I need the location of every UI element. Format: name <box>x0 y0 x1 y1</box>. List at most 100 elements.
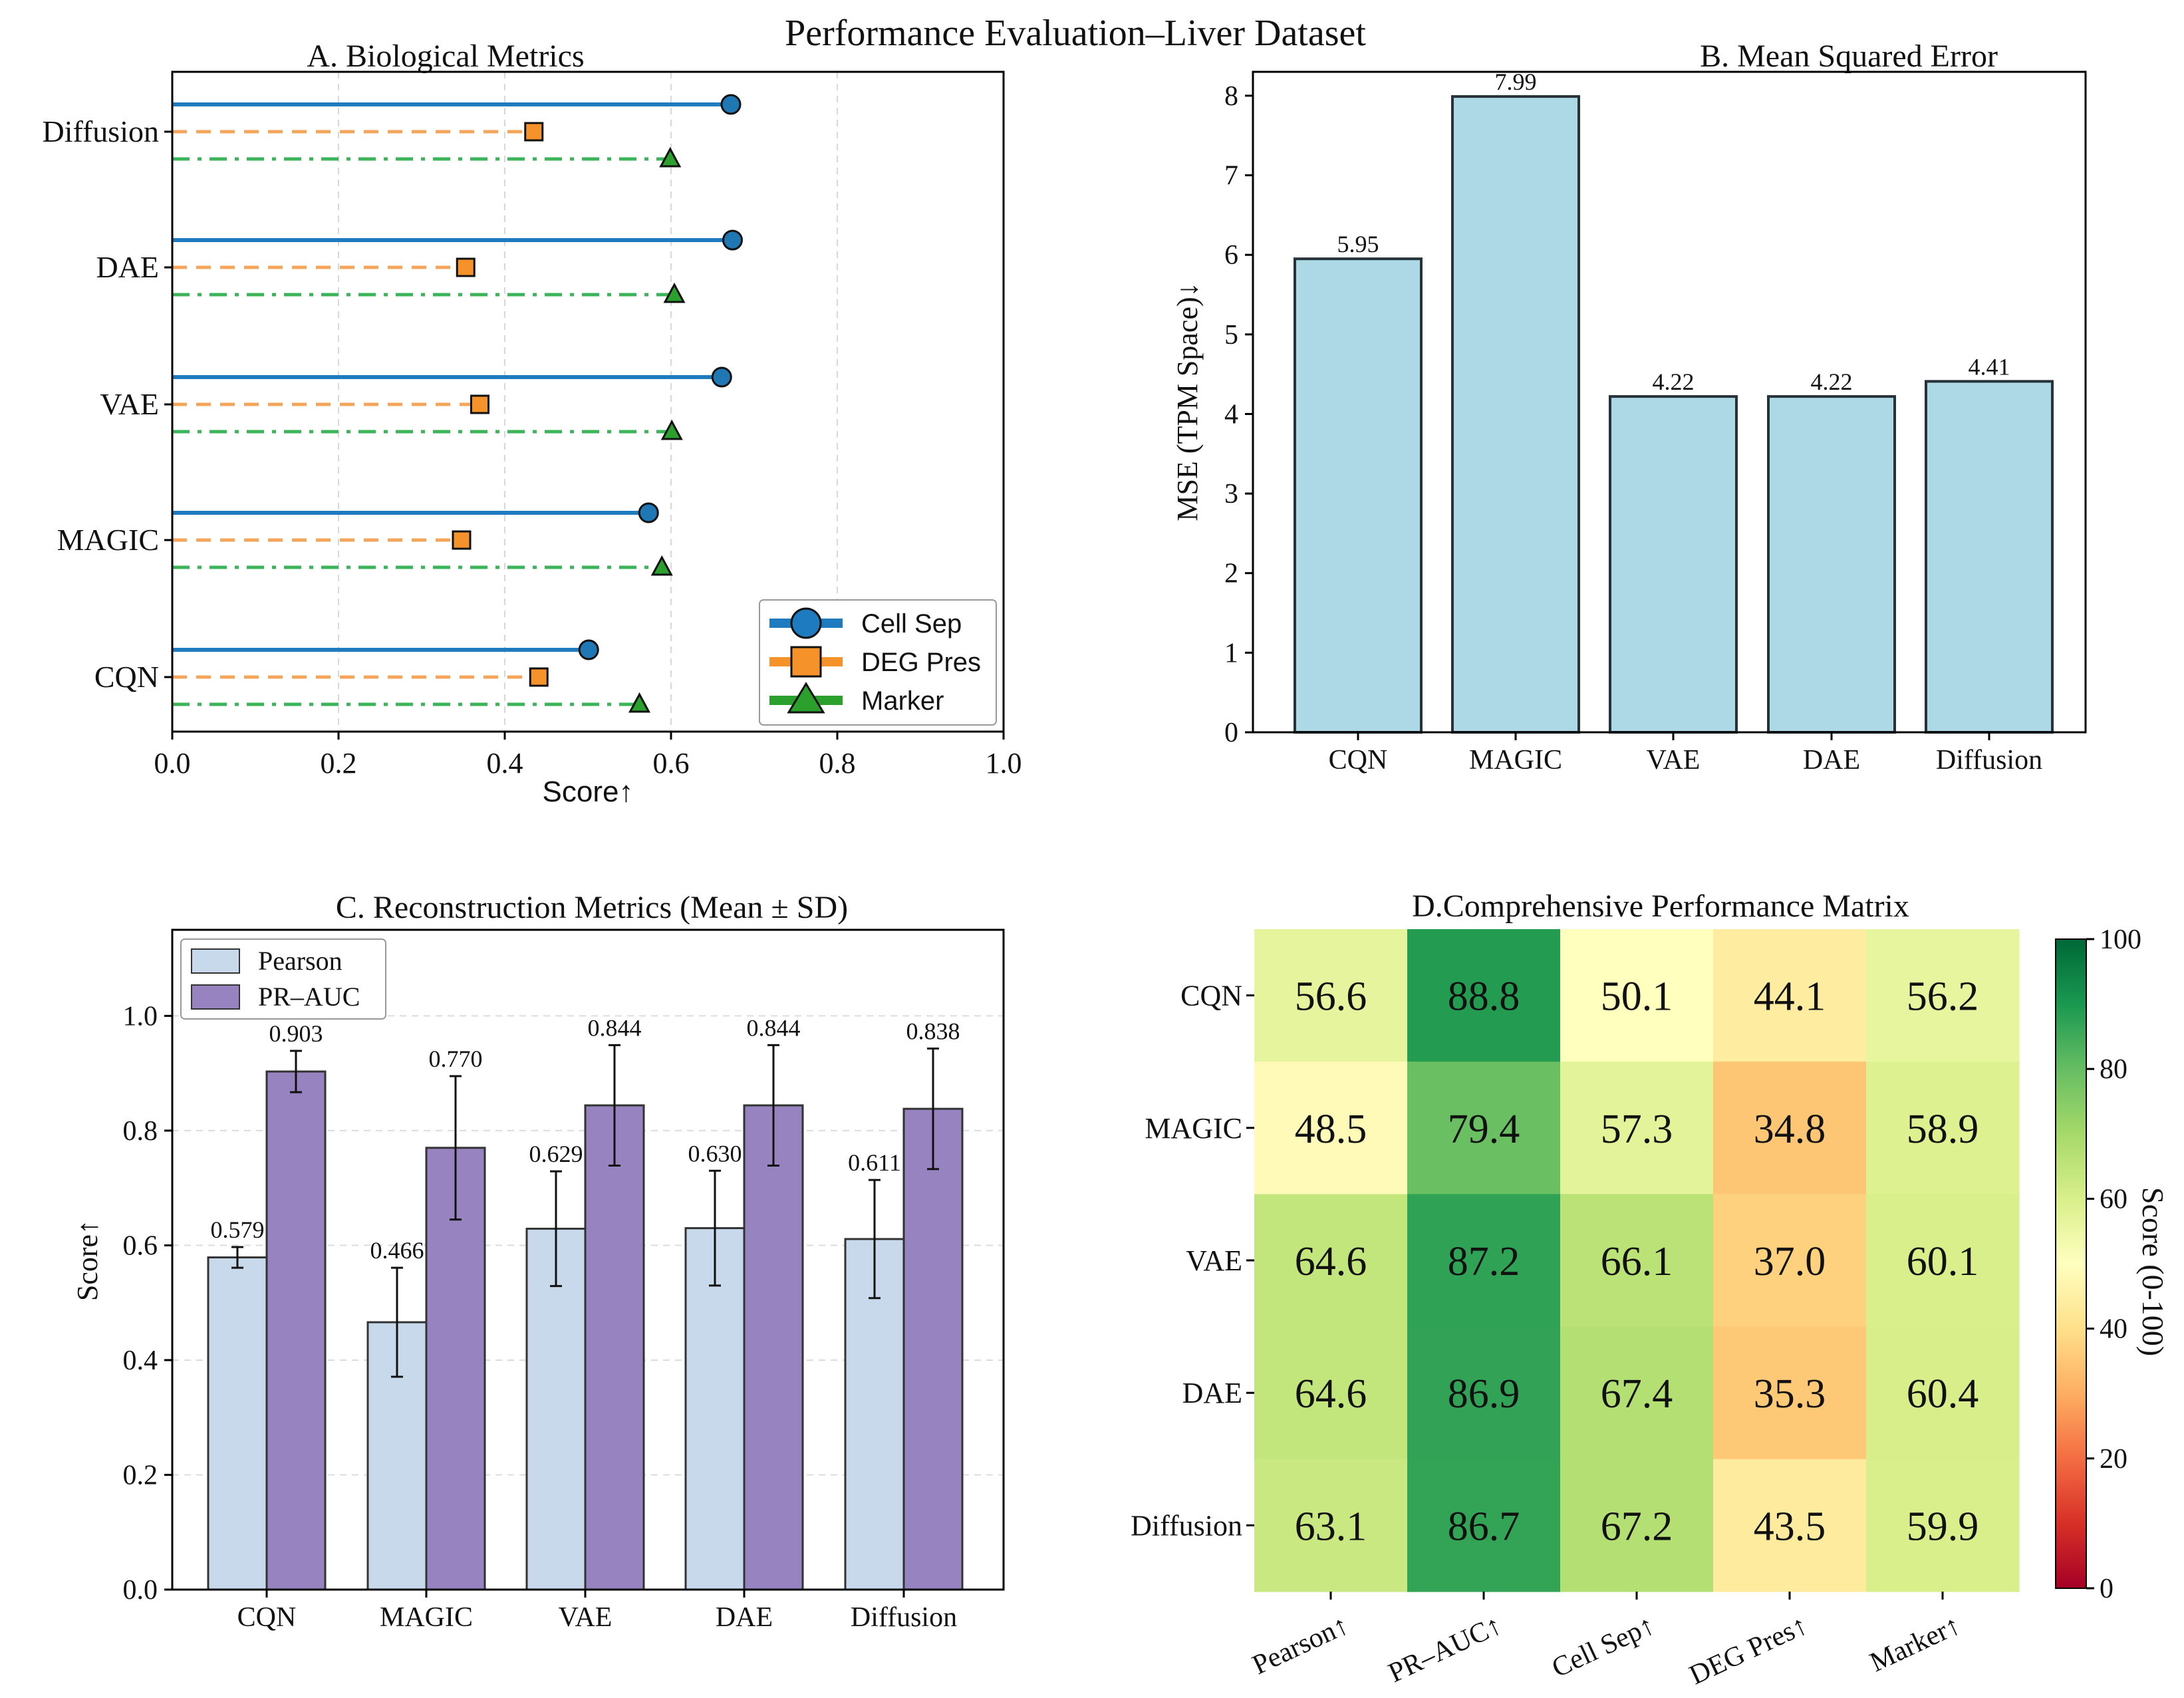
panel-d-row-label-cqn: CQN <box>1180 980 1242 1012</box>
panel-a-y-label-dae: DAE <box>96 250 159 284</box>
bar-value-label-vae: 4.22 <box>1653 368 1695 395</box>
panel-b-y-label: MSE (TPM Space)↓ <box>1171 282 1204 521</box>
panel-b-y-tick-label: 7 <box>1224 161 1238 192</box>
marker-deg-pres-dae <box>456 257 476 277</box>
bar-value-label-pr-auc-magic: 0.770 <box>429 1046 483 1072</box>
heatmap-cell-magic-pr-auc <box>1407 1061 1561 1195</box>
marker-marker-vae <box>660 419 683 440</box>
bar-cqn <box>1294 257 1423 734</box>
panel-a-x-label: Score↑ <box>543 776 634 808</box>
panel-b-y-tick-label: 3 <box>1224 479 1238 509</box>
marker-deg-pres-diffusion <box>524 122 544 142</box>
panel-d-row-label-magic: MAGIC <box>1145 1112 1242 1145</box>
heatmap-value-dae-marker: 60.4 <box>1907 1371 1979 1417</box>
heatmap-value-dae-pearson: 64.6 <box>1295 1371 1367 1417</box>
panel-a-legend: Cell Sep DEG Pres Marker <box>759 599 997 726</box>
bar-value-label-pr-auc-dae: 0.844 <box>747 1014 801 1041</box>
bar-value-label-pearson-vae: 0.629 <box>529 1141 583 1167</box>
heatmap-value-cqn-cell-sep: 50.1 <box>1601 974 1673 1020</box>
legend-label-cell-sep: Cell Sep <box>861 609 962 638</box>
panel-a-x-tick-label: 0.4 <box>487 747 523 779</box>
heatmap-cell-cqn-deg-pres <box>1713 929 1867 1062</box>
panel-a-frame <box>171 71 1005 733</box>
bar-pr-auc-cqn <box>265 1070 327 1591</box>
heatmap-value-magic-marker: 58.9 <box>1907 1107 1979 1152</box>
bar-value-label-cqn: 5.95 <box>1337 231 1379 257</box>
heatmap-value-vae-pr-auc: 87.2 <box>1448 1239 1520 1284</box>
panel-d-col-label-pr-auc: PR–AUC↑ <box>1384 1610 1506 1689</box>
bar-value-label-dae: 4.22 <box>1811 368 1853 395</box>
heatmap-value-dae-cell-sep: 67.4 <box>1601 1371 1673 1417</box>
bar-value-label-pr-auc-diffusion: 0.838 <box>906 1018 960 1045</box>
bar-magic <box>1451 95 1580 734</box>
panel-d-col-label-cell-sep: Cell Sep↑ <box>1548 1610 1660 1683</box>
panel-b-y-tick-label: 2 <box>1224 559 1238 589</box>
panel-d-row-label-dae: DAE <box>1182 1377 1242 1409</box>
panel-b-x-tick-label-magic: MAGIC <box>1469 745 1562 776</box>
legend-label-deg-pres: DEG Pres <box>861 648 981 677</box>
heatmap-value-vae-cell-sep: 66.1 <box>1601 1239 1673 1284</box>
heatmap-cell-cqn-cell-sep <box>1560 929 1714 1062</box>
panel-c-y-tick-label: 0.6 <box>123 1230 158 1261</box>
bar-value-label-pr-auc-cqn: 0.903 <box>269 1020 323 1047</box>
heatmap-cell-diffusion-marker <box>1866 1459 2020 1592</box>
panel-d-row-label-diffusion: Diffusion <box>1131 1509 1242 1542</box>
marker-marker-diffusion <box>659 146 682 168</box>
heatmap-value-vae-deg-pres: 37.0 <box>1754 1239 1826 1284</box>
panel-c-x-tick-label-dae: DAE <box>716 1602 773 1633</box>
colorbar-tick-label: 40 <box>2100 1314 2127 1345</box>
heatmap-value-vae-marker: 60.1 <box>1907 1239 1979 1284</box>
heatmap-cell-diffusion-cell-sep <box>1560 1459 1714 1592</box>
marker-marker-cqn <box>628 692 651 713</box>
panel-a-y-label-magic: MAGIC <box>57 523 159 557</box>
panel-a-y-label-diffusion: Diffusion <box>43 114 160 148</box>
bar-pr-auc-vae <box>584 1104 645 1591</box>
panel-c-reconstruction-metrics: C. Reconstruction Metrics (Mean ± SD) 0.… <box>71 890 1005 1633</box>
heatmap-value-magic-deg-pres: 34.8 <box>1754 1107 1826 1152</box>
panel-a-x-tick-label: 0.2 <box>321 747 357 779</box>
heatmap-cell-vae-pr-auc <box>1407 1194 1561 1328</box>
heatmap-value-cqn-pr-auc: 88.8 <box>1448 974 1520 1020</box>
heatmap-cell-diffusion-pearson <box>1254 1459 1408 1592</box>
panel-b-mse: B. Mean Squared Error 5.95 7.99 4.22 4.22 4.… <box>1171 39 2087 776</box>
bar-dae <box>1767 395 1896 734</box>
heatmap-cell-vae-cell-sep <box>1560 1194 1714 1328</box>
legend-marker-cell-sep <box>790 607 822 639</box>
panel-c-frame <box>171 928 1005 1591</box>
panel-d-performance-matrix: D.Comprehensive Performance Matrix 56.6 8… <box>1131 889 2170 1691</box>
marker-cell-sep-dae <box>722 229 743 251</box>
panel-c-y-tick-label: 0.2 <box>123 1460 158 1490</box>
panel-a-biological-metrics: A. Biological Metrics 0.0 0.2 0.4 0.6 0.8 1.0… <box>43 39 1022 808</box>
marker-marker-magic <box>650 555 673 576</box>
heatmap-value-cqn-pearson: 56.6 <box>1295 974 1367 1020</box>
panel-c-x-tick-label-magic: MAGIC <box>380 1602 473 1633</box>
bar-pr-auc-diffusion <box>902 1107 964 1591</box>
panel-b-x-tick-label-cqn: CQN <box>1329 745 1388 776</box>
panel-c-x-tick-label-cqn: CQN <box>237 1602 297 1633</box>
heatmap-value-diffusion-pr-auc: 86.7 <box>1448 1504 1520 1549</box>
colorbar-tick-label: 20 <box>2100 1444 2127 1475</box>
marker-marker-dae <box>663 282 686 303</box>
heatmap-value-cqn-deg-pres: 44.1 <box>1754 974 1826 1020</box>
marker-cell-sep-cqn <box>578 639 599 660</box>
heatmap-cell-vae-pearson <box>1254 1194 1408 1328</box>
panel-b-x-tick-label-diffusion: Diffusion <box>1936 745 2042 776</box>
bar-value-label-pearson-diffusion: 0.611 <box>848 1149 901 1176</box>
bar-pearson-cqn <box>207 1256 268 1591</box>
bar-pearson-dae <box>684 1227 746 1591</box>
colorbar <box>2055 938 2087 1589</box>
marker-cell-sep-diffusion <box>720 94 742 115</box>
panel-b-x-tick-label-vae: VAE <box>1647 745 1701 776</box>
panel-b-title: B. Mean Squared Error <box>1700 39 1998 74</box>
figure-title: Performance Evaluation–Liver Dataset <box>785 13 1366 54</box>
heatmap-cell-cqn-pearson <box>1254 929 1408 1062</box>
colorbar-tick-label: 0 <box>2100 1574 2114 1604</box>
colorbar-tick-label: 60 <box>2100 1184 2127 1214</box>
bar-pr-auc-magic <box>425 1147 486 1591</box>
heatmap-value-diffusion-pearson: 63.1 <box>1295 1504 1367 1549</box>
heatmap-cell-magic-cell-sep <box>1560 1061 1714 1195</box>
panel-b-y-tick-label: 0 <box>1224 718 1238 748</box>
heatmap-value-vae-pearson: 64.6 <box>1295 1239 1367 1284</box>
heatmap-cell-magic-marker <box>1866 1061 2020 1195</box>
panel-c-x-tick-label-diffusion: Diffusion <box>851 1602 957 1633</box>
